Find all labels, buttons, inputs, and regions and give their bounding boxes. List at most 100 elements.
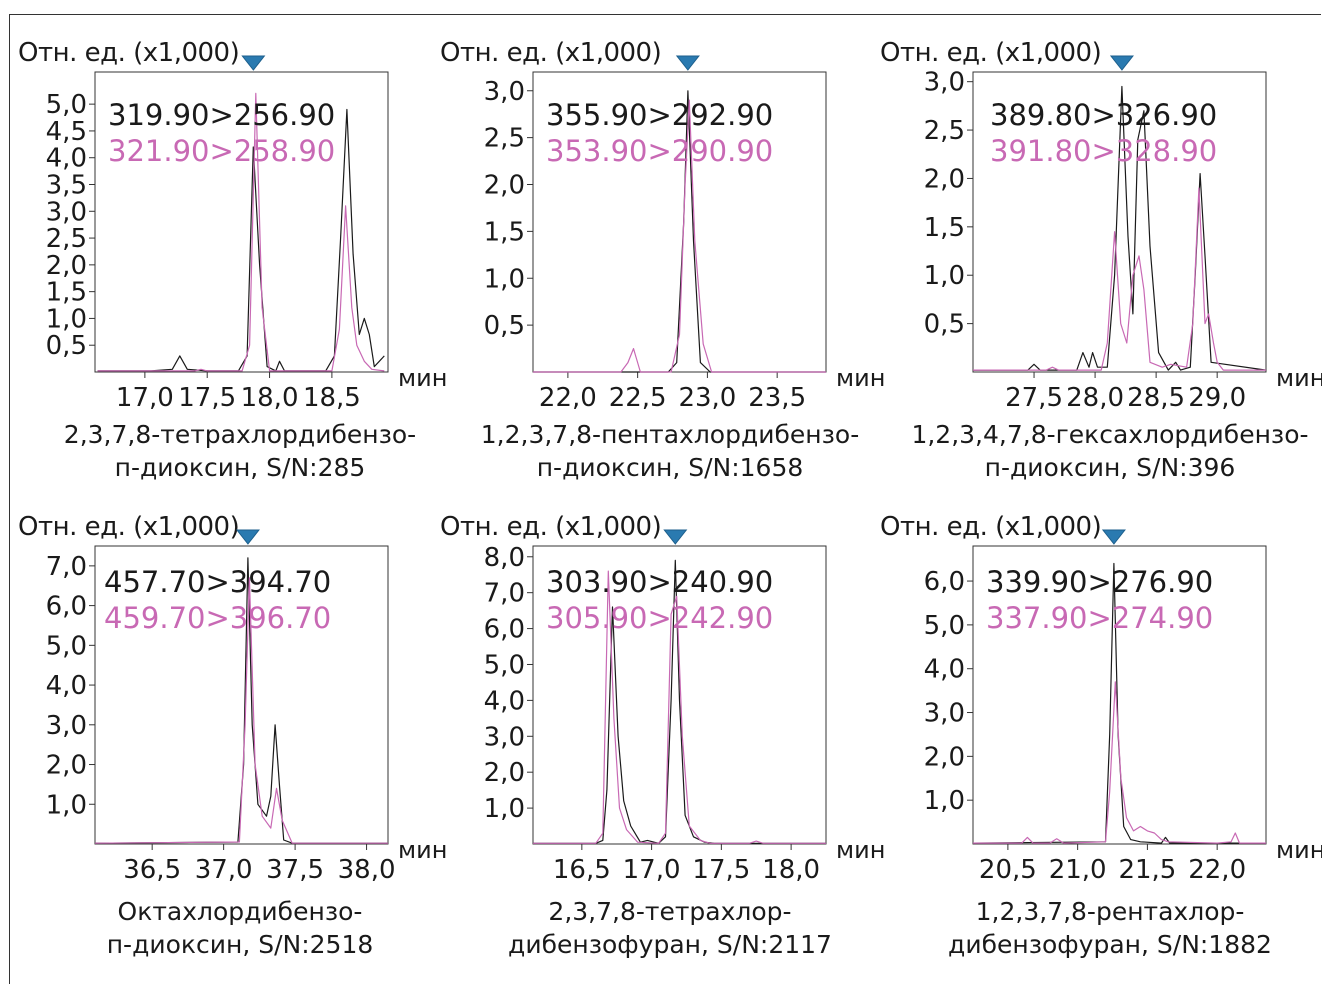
plot-area: [972, 545, 1267, 845]
series-trace-1: [97, 108, 385, 372]
panel-1-caption: 2,3,7,8-тетрахлордибензо- п-диоксин, S/N…: [60, 418, 420, 484]
y-tick-label: 1,5: [484, 217, 525, 247]
transition-label-1: 319.90>256.90: [108, 98, 335, 132]
y-tick-label: 6,0: [924, 567, 965, 597]
x-tick-label: 18,5: [303, 383, 361, 413]
panel-2-ylabel: Отн. ед. (x1,000): [440, 38, 662, 68]
plot-area: [532, 71, 827, 373]
transition-label-2: 353.90>290.90: [546, 134, 773, 168]
y-tick-label: 1,5: [46, 278, 87, 308]
y-tick-label: 1,0: [484, 794, 525, 824]
y-tick-label: 3,0: [484, 77, 525, 107]
y-tick-label: 7,0: [484, 579, 525, 609]
y-tick-label: 1,0: [484, 264, 525, 294]
panel-3-caption-line-2: п-диоксин, S/N:396: [984, 453, 1236, 482]
y-tick-label: 5,0: [46, 90, 87, 120]
x-tick-label: 29,0: [1188, 383, 1246, 413]
x-tick-label: 22,0: [1188, 855, 1246, 885]
y-tick-label: 8,0: [484, 543, 525, 573]
series-trace-1: [533, 559, 826, 844]
x-tick-label: 22,0: [539, 383, 597, 413]
series-trace-2: [97, 92, 385, 372]
plot-area: [972, 71, 1267, 373]
retention-marker-icon: [235, 529, 260, 545]
y-tick-label: 3,0: [924, 68, 965, 98]
figure-frame: [9, 14, 1321, 984]
retention-marker-icon: [1109, 55, 1134, 71]
y-tick-label: 2,0: [484, 758, 525, 788]
x-unit-label: мин: [398, 364, 447, 392]
series-trace-1: [972, 562, 1266, 844]
panel-5-caption-line-1: 2,3,7,8-тетрахлор-: [548, 897, 792, 926]
y-tick-label: 2,0: [46, 251, 87, 281]
x-tick-label: 16,5: [553, 855, 611, 885]
y-tick-label: 0,5: [484, 311, 525, 341]
x-tick-label: 18,0: [762, 855, 820, 885]
panel-2-caption: 1,2,3,7,8-пентахлордибензо- п-диоксин, S…: [460, 418, 880, 484]
x-tick-label: 27,5: [1005, 383, 1063, 413]
panel-3-caption: 1,2,3,4,7,8-гексахлордибензо- п-диоксин,…: [900, 418, 1320, 484]
y-tick-label: 7,0: [46, 552, 87, 582]
y-tick-label: 3,0: [924, 699, 965, 729]
retention-marker-icon: [1101, 529, 1126, 545]
retention-marker-icon: [663, 529, 688, 545]
y-tick-label: 3,5: [46, 171, 87, 201]
y-tick-label: 4,0: [46, 144, 87, 174]
y-tick-label: 1,0: [46, 790, 87, 820]
retention-marker-icon: [675, 55, 700, 71]
x-tick-label: 17,5: [178, 383, 236, 413]
x-unit-label: мин: [1276, 836, 1322, 864]
y-tick-label: 1,0: [46, 304, 87, 334]
panel-4-ylabel: Отн. ед. (x1,000): [18, 512, 240, 542]
y-tick-label: 4,5: [46, 117, 87, 147]
panel-5-caption: 2,3,7,8-тетрахлор- дибензофуран, S/N:211…: [470, 895, 870, 961]
panel-4-caption-line-2: п-диоксин, S/N:2518: [106, 930, 374, 959]
y-tick-label: 4,0: [484, 686, 525, 716]
transition-label-2: 305.90>242.90: [546, 601, 773, 635]
x-tick-label: 17,5: [692, 855, 750, 885]
panel-4-caption: Октахлордибензо- п-диоксин, S/N:2518: [60, 895, 420, 961]
panel-3-caption-line-1: 1,2,3,4,7,8-гексахлордибензо-: [911, 420, 1309, 449]
plot-area: [94, 71, 389, 373]
panel-3-ylabel: Отн. ед. (x1,000): [880, 38, 1102, 68]
y-tick-label: 2,0: [924, 164, 965, 194]
y-tick-label: 3,0: [46, 711, 87, 741]
y-tick-label: 5,0: [484, 650, 525, 680]
series-trace-2: [973, 681, 1266, 844]
y-tick-label: 2,5: [484, 124, 525, 154]
transition-label-1: 339.90>276.90: [986, 565, 1213, 599]
panel-6-caption-line-1: 1,2,3,7,8-рентахлор-: [975, 897, 1245, 926]
retention-marker-icon: [241, 55, 266, 71]
transition-label-1: 355.90>292.90: [546, 98, 773, 132]
x-tick-label: 23,0: [678, 383, 736, 413]
x-tick-label: 17,0: [116, 383, 174, 413]
series-trace-2: [973, 187, 1266, 371]
panel-2-caption-line-2: п-диоксин, S/N:1658: [536, 453, 804, 482]
y-tick-label: 2,0: [484, 171, 525, 201]
panel-1-caption-line-1: 2,3,7,8-тетрахлордибензо-: [63, 420, 417, 449]
plot-area: [532, 545, 827, 845]
x-tick-label: 22,5: [609, 383, 667, 413]
y-tick-label: 0,5: [46, 331, 87, 361]
panel-6-caption: 1,2,3,7,8-рентахлор- дибензофуран, S/N:1…: [920, 895, 1300, 961]
panel-6-ylabel: Отн. ед. (x1,000): [880, 512, 1102, 542]
x-tick-label: 37,5: [266, 855, 324, 885]
x-tick-label: 28,5: [1127, 383, 1185, 413]
y-tick-label: 1,0: [924, 261, 965, 291]
x-unit-label: мин: [1276, 364, 1322, 392]
x-tick-label: 20,5: [979, 855, 1037, 885]
y-tick-label: 6,0: [46, 592, 87, 622]
transition-label-1: 389.80>326.90: [990, 98, 1217, 132]
y-tick-label: 2,0: [46, 751, 87, 781]
x-tick-label: 38,0: [338, 855, 396, 885]
x-unit-label: мин: [836, 836, 885, 864]
y-tick-label: 0,5: [924, 310, 965, 340]
y-tick-label: 4,0: [924, 655, 965, 685]
